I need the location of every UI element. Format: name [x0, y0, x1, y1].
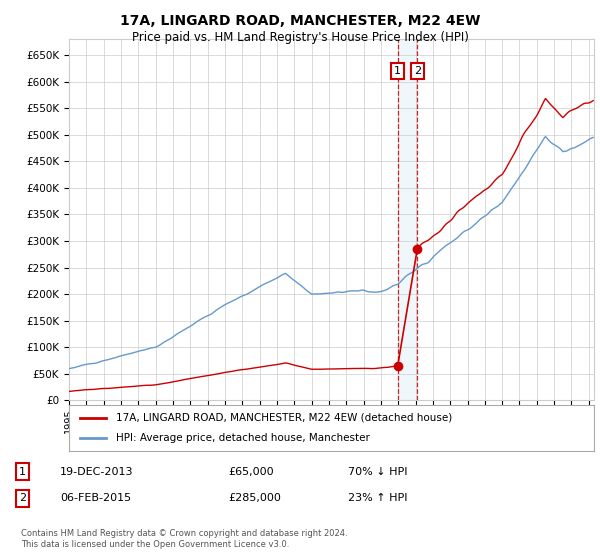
Text: 2: 2	[19, 493, 26, 503]
Text: 17A, LINGARD ROAD, MANCHESTER, M22 4EW: 17A, LINGARD ROAD, MANCHESTER, M22 4EW	[120, 14, 480, 28]
Bar	[398, 39, 417, 400]
Text: 23% ↑ HPI: 23% ↑ HPI	[348, 493, 407, 503]
Text: 2: 2	[414, 66, 421, 76]
Text: £65,000: £65,000	[228, 466, 274, 477]
Text: 17A, LINGARD ROAD, MANCHESTER, M22 4EW (detached house): 17A, LINGARD ROAD, MANCHESTER, M22 4EW (…	[116, 413, 452, 423]
Text: 1: 1	[394, 66, 401, 76]
Text: Contains HM Land Registry data © Crown copyright and database right 2024.
This d: Contains HM Land Registry data © Crown c…	[21, 529, 347, 549]
Text: £285,000: £285,000	[228, 493, 281, 503]
Text: HPI: Average price, detached house, Manchester: HPI: Average price, detached house, Manc…	[116, 433, 370, 443]
Text: 06-FEB-2015: 06-FEB-2015	[60, 493, 131, 503]
Text: 70% ↓ HPI: 70% ↓ HPI	[348, 466, 407, 477]
Text: 19-DEC-2013: 19-DEC-2013	[60, 466, 133, 477]
Text: Price paid vs. HM Land Registry's House Price Index (HPI): Price paid vs. HM Land Registry's House …	[131, 31, 469, 44]
Text: 1: 1	[19, 466, 26, 477]
